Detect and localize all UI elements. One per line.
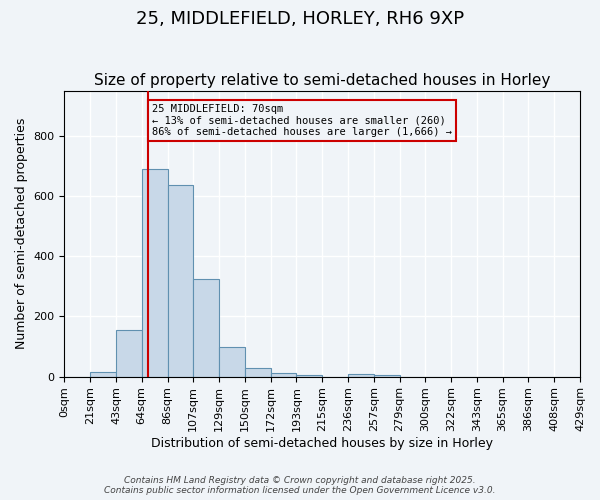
Bar (116, 330, 142, 376)
Bar (296, 375, 322, 376)
Bar (348, 374, 374, 376)
Bar (142, 169, 167, 376)
Bar (374, 375, 400, 376)
Text: 25, MIDDLEFIELD, HORLEY, RH6 9XP: 25, MIDDLEFIELD, HORLEY, RH6 9XP (136, 10, 464, 28)
Text: 25 MIDDLEFIELD: 70sqm
← 13% of semi-detached houses are smaller (260)
86% of sem: 25 MIDDLEFIELD: 70sqm ← 13% of semi-deta… (152, 104, 452, 138)
X-axis label: Distribution of semi-detached houses by size in Horley: Distribution of semi-detached houses by … (151, 437, 493, 450)
Bar (219, 347, 245, 376)
Y-axis label: Number of semi-detached properties: Number of semi-detached properties (15, 118, 28, 350)
Title: Size of property relative to semi-detached houses in Horley: Size of property relative to semi-detach… (94, 73, 550, 88)
Bar (90, 372, 116, 376)
Bar (167, 186, 193, 376)
Bar (193, 278, 219, 376)
Bar (245, 368, 271, 376)
Bar (271, 373, 296, 376)
Text: Contains HM Land Registry data © Crown copyright and database right 2025.
Contai: Contains HM Land Registry data © Crown c… (104, 476, 496, 495)
